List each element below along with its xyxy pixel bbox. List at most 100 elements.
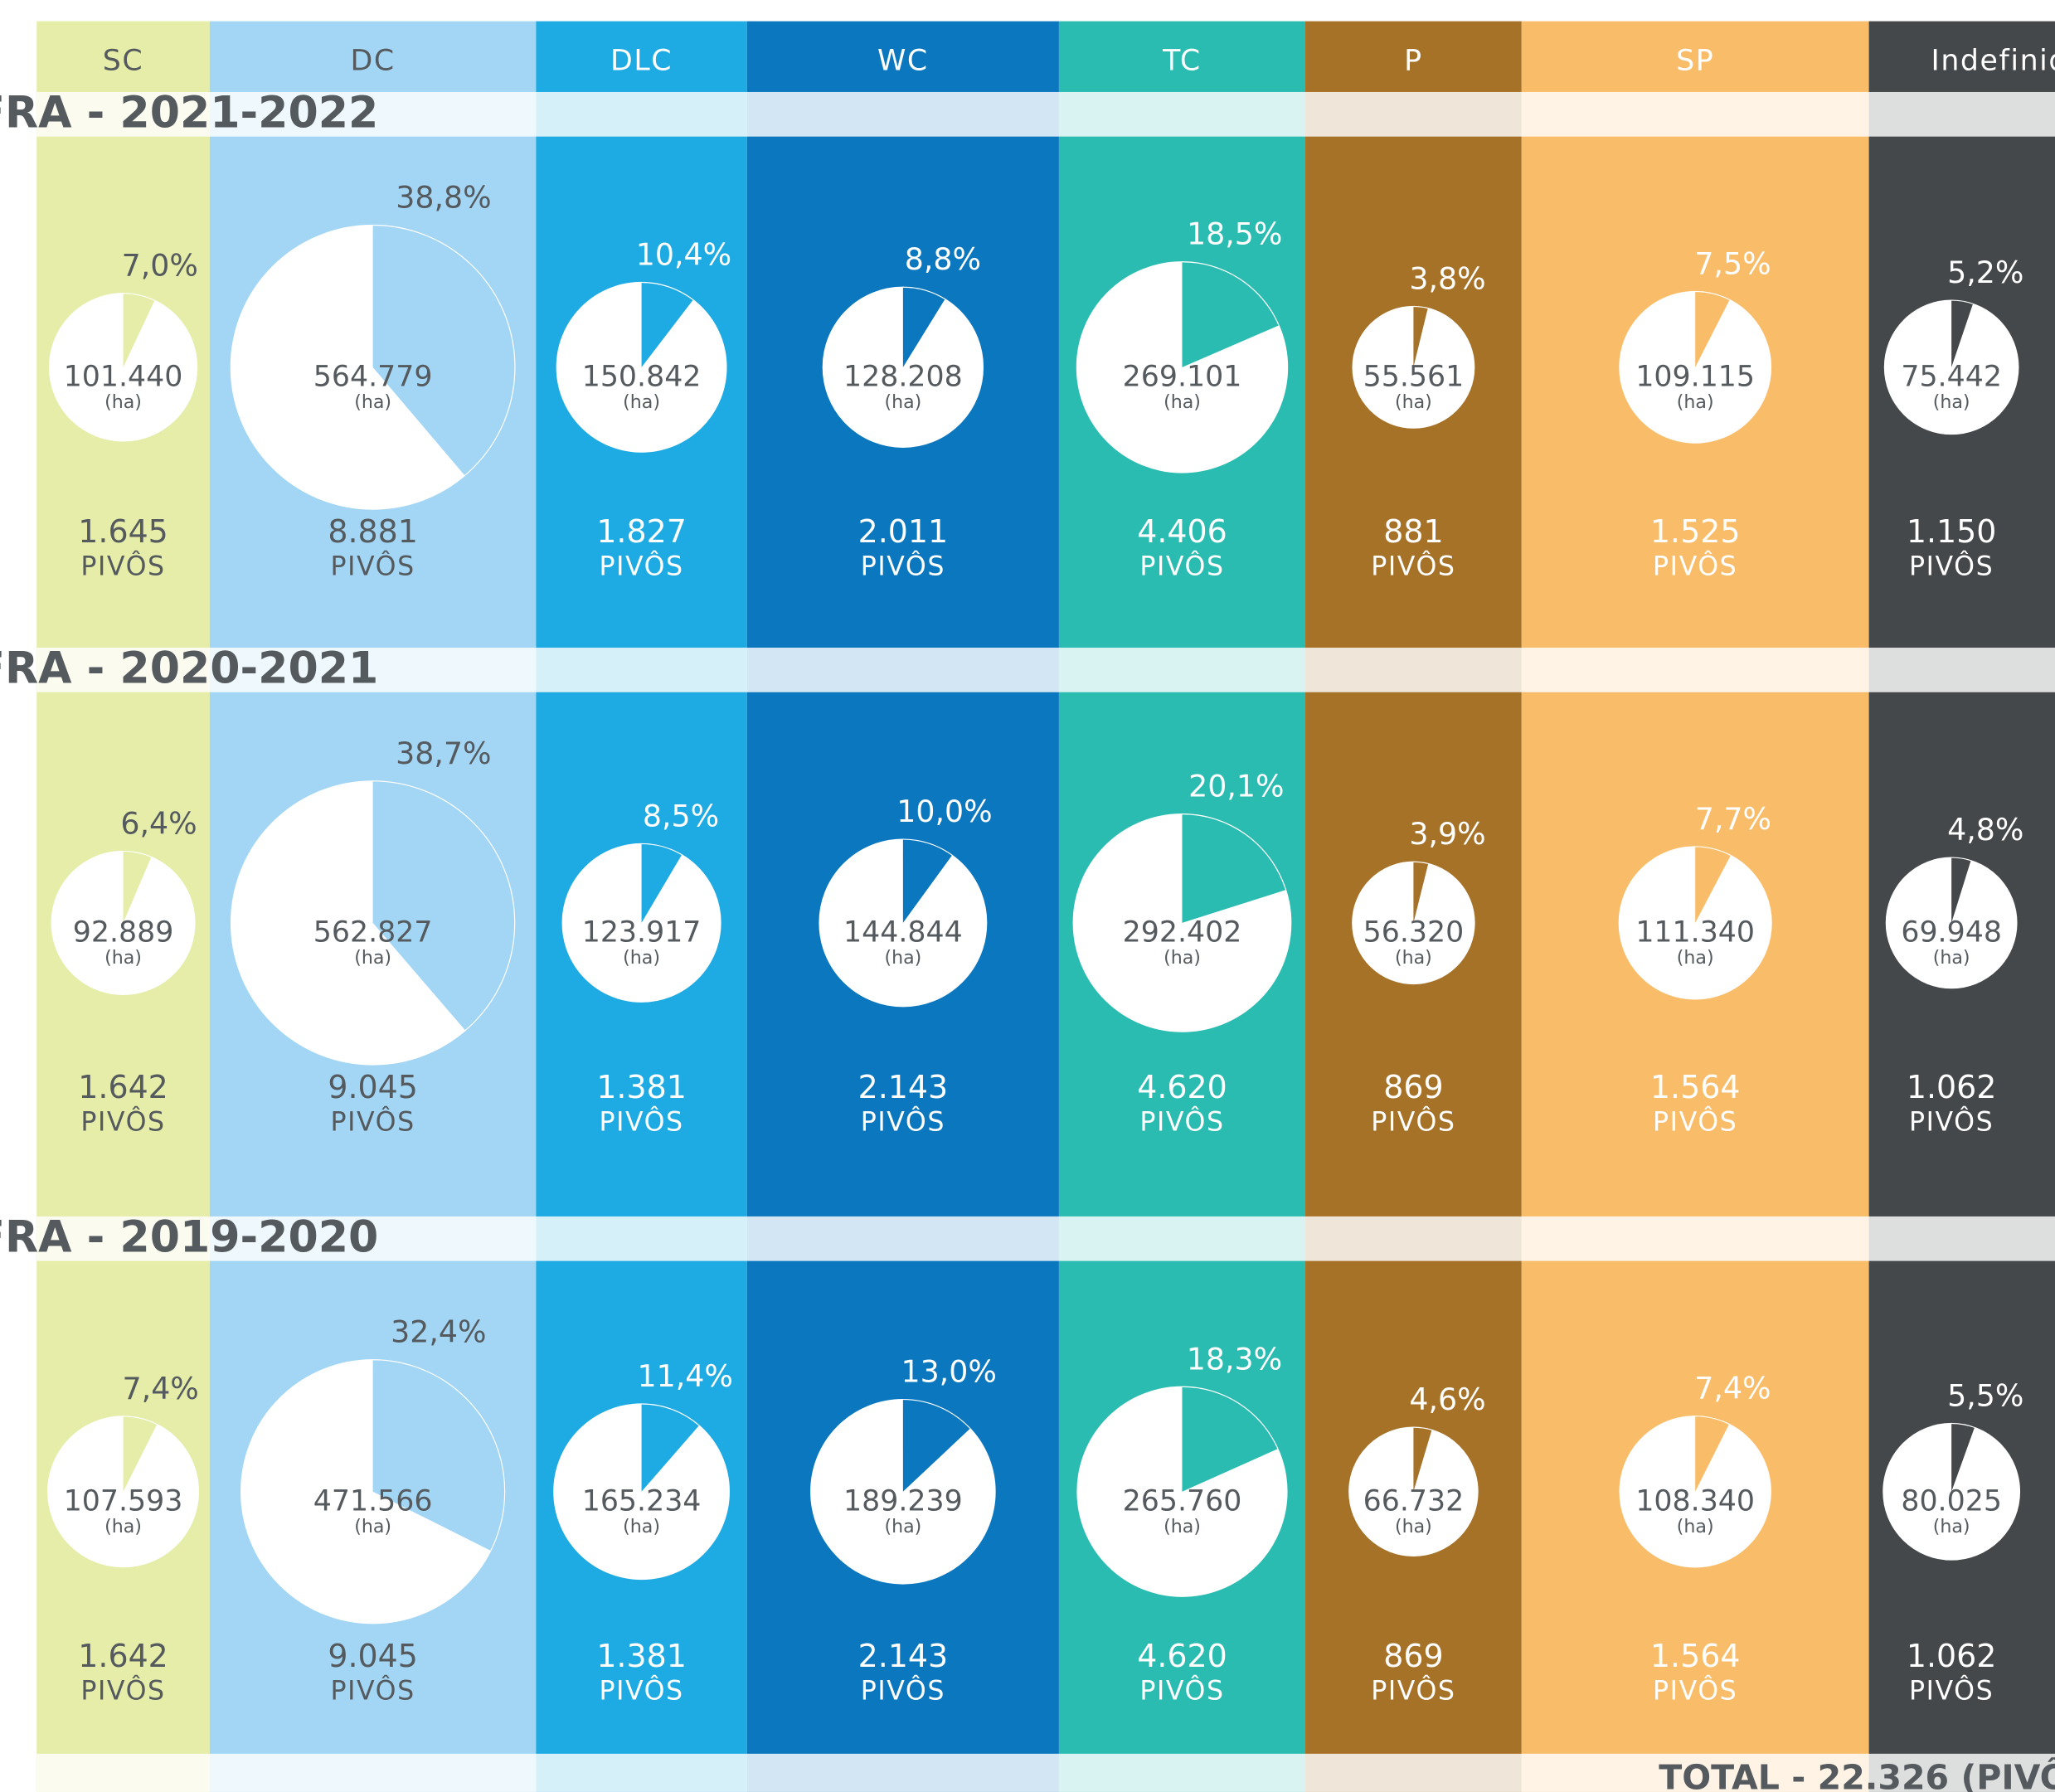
pivots-value: 881 [1383,513,1443,550]
pivots-label: PIVÔS [1371,1105,1455,1138]
area-label: 165.234 [582,1484,702,1518]
unit-label: (ha) [354,1516,391,1537]
pie-slice [1413,1427,1432,1492]
percent-label: 4,8% [1947,812,2023,847]
pivots-value: 9.045 [328,1069,418,1105]
unit-label: (ha) [884,1516,921,1537]
pivots-label: PIVÔS [330,550,415,582]
area-label: 109.115 [1635,360,1755,393]
column-header: SP [1676,45,1714,78]
percent-label: 3,9% [1409,816,1485,852]
pivots-value: 4.620 [1137,1638,1227,1674]
percent-label: 4,6% [1409,1382,1485,1417]
pivots-label: PIVÔS [330,1674,415,1707]
percent-label: 7,7% [1695,801,1771,837]
pivots-label: PIVÔS [1371,550,1455,582]
pivots-value: 2.011 [858,513,949,550]
pie-slice [641,283,693,367]
area-label: 111.340 [1635,916,1755,949]
unit-label: (ha) [884,947,921,969]
percent-label: 13,0% [901,1354,996,1390]
pie-slice [372,781,515,1031]
unit-label: (ha) [1395,1516,1432,1537]
column-header: SC [103,45,143,78]
pie-slice [1695,1416,1729,1492]
band [36,1216,2055,1261]
pie-slice [1182,814,1286,923]
pie-slice [1695,847,1731,923]
percent-label: 20,1% [1188,769,1284,804]
area-label: 292.402 [1123,916,1242,949]
unit-label: (ha) [623,1516,660,1537]
percent-label: 32,4% [391,1314,486,1350]
pivots-value: 1.062 [1907,1069,1997,1105]
pie-slice [1951,1424,1975,1492]
pivots-label: PIVÔS [1909,1105,1994,1138]
unit-label: (ha) [1933,947,1970,969]
area-label: 75.442 [1901,360,2002,393]
area-label: 69.948 [1901,916,2002,949]
pivots-value: 1.827 [596,513,687,550]
area-label: 101.440 [64,360,183,393]
column-header: Indefinido [1931,45,2055,78]
season-title: ANO SAFRA - 2021-2022 [0,88,378,138]
unit-label: (ha) [1933,391,1970,413]
unit-label: (ha) [623,947,660,969]
pivots-value: 9.045 [328,1638,418,1674]
area-label: 56.320 [1363,916,1465,949]
pivots-value: 1.381 [596,1638,687,1674]
area-label: 269.101 [1123,360,1242,393]
band [36,648,2055,692]
pivots-label: PIVÔS [861,1105,945,1138]
unit-label: (ha) [623,391,660,413]
pivots-value: 869 [1383,1638,1443,1674]
percent-label: 5,2% [1947,255,2023,290]
pivots-value: 869 [1383,1069,1443,1105]
area-label: 471.566 [313,1484,433,1518]
pivots-label: PIVÔS [861,1674,945,1707]
pivots-value: 1.150 [1907,513,1997,550]
pivots-label: PIVÔS [1653,1674,1737,1707]
pivots-label: PIVÔS [1653,1105,1737,1138]
pivots-label: PIVÔS [861,550,945,582]
pie-slice [123,294,155,367]
pivots-label: PIVÔS [80,1105,165,1138]
band [36,91,2055,137]
season-title: ANO SAFRA - 2020-2021 [0,643,378,693]
unit-label: (ha) [104,1516,142,1537]
column-header: P [1404,45,1423,78]
pie-slice [1695,292,1730,367]
percent-label: 5,5% [1947,1377,2023,1413]
unit-label: (ha) [104,391,142,413]
pie-slice [902,1400,970,1492]
pivots-value: 1.062 [1907,1638,1997,1674]
unit-label: (ha) [1395,391,1432,413]
pivots-value: 1.564 [1650,1638,1741,1674]
pivots-label: PIVÔS [599,550,683,582]
unit-label: (ha) [1677,947,1714,969]
percent-label: 7,4% [123,1371,199,1406]
percent-label: 8,8% [905,241,981,277]
pivots-label: PIVÔS [80,1674,165,1707]
area-label: 55.561 [1363,360,1465,393]
band [36,1753,2055,1792]
area-label: 123.917 [582,916,702,949]
area-label: 189.239 [843,1484,963,1518]
percent-label: 3,8% [1409,260,1485,296]
pivots-label: PIVÔS [599,1674,683,1707]
unit-label: (ha) [1677,391,1714,413]
pivots-value: 1.642 [78,1069,168,1105]
area-label: 80.025 [1901,1484,2002,1518]
column-header: DC [351,45,396,78]
percent-label: 11,4% [637,1358,732,1394]
pivots-label: PIVÔS [1139,550,1224,582]
percent-label: 10,0% [896,794,992,829]
pivots-value: 1.564 [1650,1069,1741,1105]
pie-slice [372,1360,505,1551]
pivots-value: 2.143 [858,1638,949,1674]
unit-label: (ha) [354,947,391,969]
pivots-label: PIVÔS [1909,550,1994,582]
area-label: 66.732 [1363,1484,1465,1518]
